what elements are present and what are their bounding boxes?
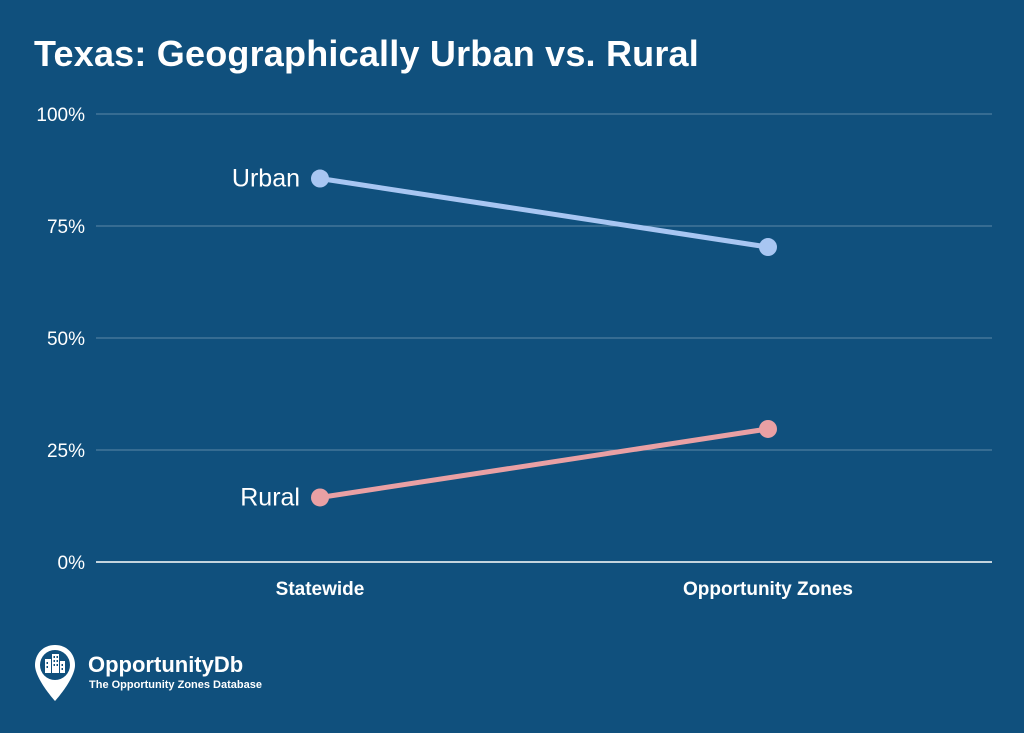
data-point-rural — [311, 488, 329, 507]
x-axis-ticks: Statewide Opportunity Zones — [276, 579, 853, 600]
data-point-rural — [759, 419, 777, 438]
y-tick-label: 50% — [47, 329, 85, 350]
series: Urban Rural — [232, 165, 777, 511]
y-tick-label: 75% — [47, 217, 85, 238]
series-line-urban — [317, 176, 771, 250]
series-urban: Urban — [232, 165, 777, 257]
gridlines — [96, 113, 992, 563]
brand-logo: OpportunityDb The Opportunity Zones Data… — [33, 643, 333, 705]
y-tick-label: 0% — [58, 553, 86, 574]
brand-tagline: The Opportunity Zones Database — [89, 679, 262, 691]
y-axis-ticks: 0% 25% 50% 75% 100% — [36, 105, 85, 574]
building-pin-icon — [35, 645, 75, 701]
brand-name: OpportunityDb — [88, 652, 244, 677]
y-tick-label: 100% — [36, 105, 85, 126]
x-tick-label: Opportunity Zones — [683, 579, 853, 600]
series-label-urban: Urban — [232, 165, 300, 193]
y-tick-label: 25% — [47, 441, 85, 462]
data-point-urban — [759, 238, 777, 257]
series-line-rural — [317, 426, 771, 500]
data-point-urban — [311, 169, 329, 188]
chart-title: Texas: Geographically Urban vs. Rural — [34, 33, 699, 74]
x-tick-label: Statewide — [276, 579, 365, 600]
series-rural: Rural — [240, 419, 777, 511]
series-label-rural: Rural — [240, 483, 300, 511]
